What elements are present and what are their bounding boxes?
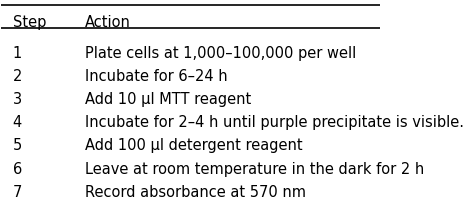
Text: Action: Action bbox=[85, 16, 131, 30]
Text: Add 10 μl MTT reagent: Add 10 μl MTT reagent bbox=[85, 92, 251, 106]
Text: Leave at room temperature in the dark for 2 h: Leave at room temperature in the dark fo… bbox=[85, 161, 424, 176]
Text: Step: Step bbox=[13, 16, 46, 30]
Text: Add 100 μl detergent reagent: Add 100 μl detergent reagent bbox=[85, 138, 302, 153]
Text: 4: 4 bbox=[13, 115, 22, 130]
Text: Incubate for 2–4 h until purple precipitate is visible.: Incubate for 2–4 h until purple precipit… bbox=[85, 115, 464, 130]
Text: 5: 5 bbox=[13, 138, 22, 153]
Text: 6: 6 bbox=[13, 161, 22, 176]
Text: Incubate for 6–24 h: Incubate for 6–24 h bbox=[85, 69, 228, 83]
Text: 2: 2 bbox=[13, 69, 22, 83]
Text: Plate cells at 1,000–100,000 per well: Plate cells at 1,000–100,000 per well bbox=[85, 45, 356, 60]
Text: 1: 1 bbox=[13, 45, 22, 60]
Text: 7: 7 bbox=[13, 184, 22, 199]
Text: 3: 3 bbox=[13, 92, 22, 106]
Text: Record absorbance at 570 nm: Record absorbance at 570 nm bbox=[85, 184, 306, 199]
